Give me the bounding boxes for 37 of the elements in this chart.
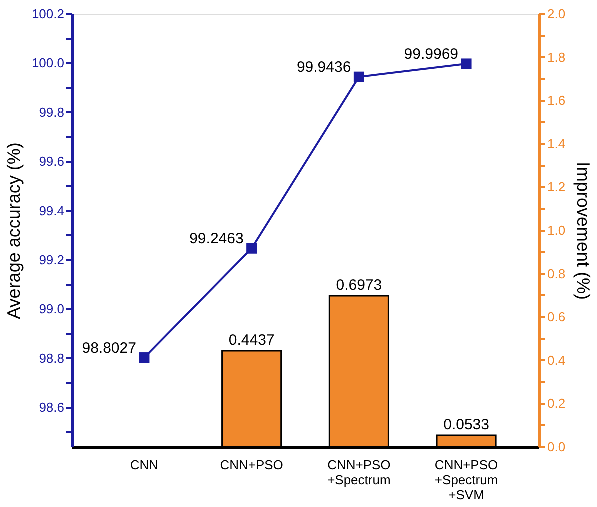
- y-tick-label: 100.0: [32, 56, 64, 71]
- y-tick-label: 98.8: [39, 350, 64, 366]
- x-tick-label: CNN: [130, 458, 159, 472]
- data-label: 99.9969: [404, 46, 459, 63]
- y2-tick-label: 1.6: [548, 93, 566, 108]
- y2-tick-label: 1.2: [548, 180, 566, 195]
- y2-axis-title: Improvement (%): [574, 162, 594, 300]
- data-label: 0.0533: [444, 416, 490, 434]
- data-label: 99.9436: [296, 59, 352, 76]
- y2-tick-label: 0.6: [548, 310, 566, 325]
- y2-tick-label: 0.8: [548, 266, 566, 282]
- data-label: 99.2463: [190, 230, 244, 248]
- y2-tick-label: 0.2: [548, 396, 566, 412]
- point: [246, 243, 258, 254]
- y-tick-label: 99.0: [39, 302, 64, 317]
- y2-tick-label: 1.8: [548, 50, 566, 65]
- y-tick-label: 100.2: [32, 6, 64, 22]
- y2-tick-label: 1.0: [548, 223, 566, 238]
- y-tick-label: 98.6: [39, 400, 64, 416]
- x-tick-label: CNN+PSO +Spectrum +SVM: [434, 458, 498, 502]
- x-tick-label: CNN+PSO +Spectrum: [328, 458, 391, 488]
- data-label: 0.6973: [336, 277, 382, 294]
- y-tick-label: 99.6: [39, 154, 64, 170]
- x-tick-label: CNN+PSO: [220, 458, 284, 472]
- y-axis-title: Average accuracy (%): [4, 142, 24, 320]
- y2-tick-label: 2.0: [548, 6, 566, 22]
- y2-tick-label: 1.4: [548, 136, 566, 152]
- y-tick-label: 99.4: [39, 203, 64, 218]
- y2-tick-label: 0.4: [548, 352, 566, 368]
- point: [139, 352, 150, 364]
- point: [461, 58, 472, 70]
- data-label: 0.4437: [228, 332, 275, 349]
- data-label: 98.8027: [82, 340, 136, 357]
- point: [354, 72, 364, 82]
- y-tick-label: 99.8: [39, 104, 64, 120]
- y2-tick-label: 0.0: [548, 440, 566, 454]
- y-tick-label: 99.2: [39, 252, 64, 268]
